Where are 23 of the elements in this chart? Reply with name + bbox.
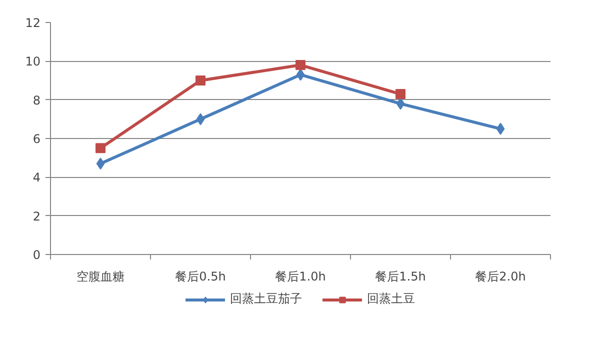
y-tick-label: 12 bbox=[25, 16, 41, 30]
y-tick-label: 4 bbox=[32, 170, 41, 185]
point bbox=[496, 122, 505, 135]
y-tick-label: 8 bbox=[32, 93, 41, 108]
point bbox=[96, 158, 105, 170]
point bbox=[196, 76, 206, 86]
y-tick-label: 2 bbox=[32, 209, 41, 224]
point bbox=[196, 113, 205, 126]
x-tick-label: 餐后1.5h bbox=[375, 270, 426, 284]
y-tick-label: 0 bbox=[32, 248, 41, 262]
y-tick-label: 6 bbox=[32, 132, 41, 146]
x-tick-label: 餐后2.0h bbox=[475, 270, 526, 284]
point bbox=[296, 60, 306, 70]
legend-label: 回蒸土豆 bbox=[367, 290, 415, 308]
x-tick-label: 空腹血糖 bbox=[76, 270, 124, 284]
y-tick-label: 10 bbox=[25, 54, 41, 69]
legend-label: 回蒸土豆茄子 bbox=[230, 290, 302, 308]
point bbox=[396, 89, 406, 100]
point bbox=[396, 98, 405, 110]
x-tick-label: 餐后0.5h bbox=[175, 270, 226, 284]
point bbox=[296, 68, 305, 81]
x-tick-label: 餐后1.0h bbox=[275, 270, 326, 284]
point bbox=[96, 143, 106, 154]
